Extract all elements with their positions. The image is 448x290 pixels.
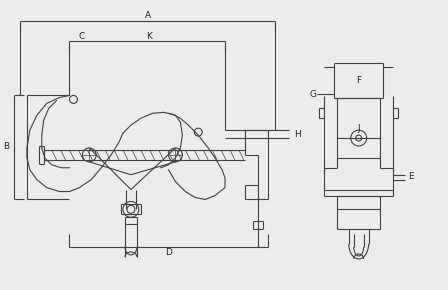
Text: D: D	[165, 249, 172, 258]
Text: G: G	[309, 90, 316, 99]
Text: K: K	[146, 32, 152, 41]
Text: E: E	[408, 172, 414, 181]
Text: C: C	[78, 32, 85, 41]
Text: H: H	[294, 130, 301, 139]
Text: A: A	[145, 11, 151, 20]
Text: J: J	[358, 124, 360, 133]
Text: F: F	[356, 76, 361, 85]
Text: B: B	[3, 142, 9, 151]
